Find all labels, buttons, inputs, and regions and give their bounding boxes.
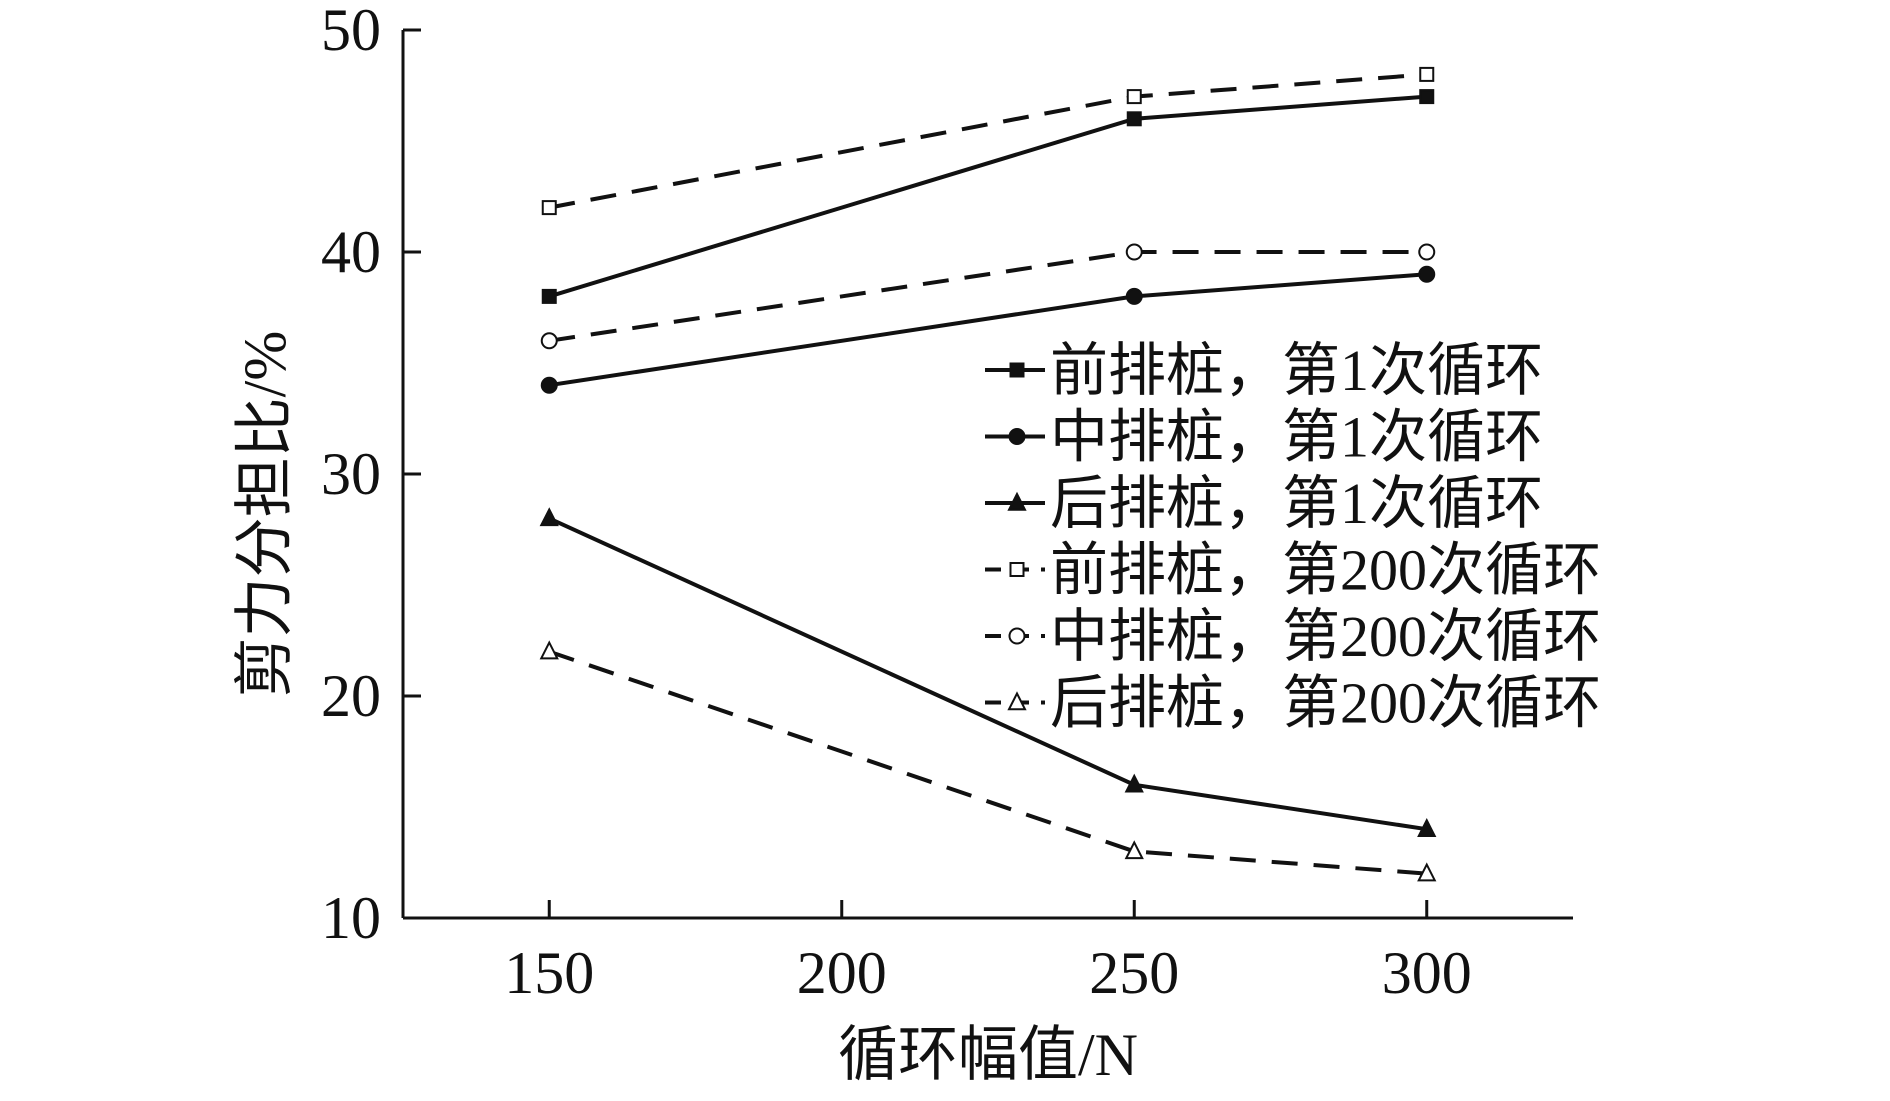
legend-marker	[1009, 362, 1025, 378]
legend-item: 前排桩，第200次循环	[985, 538, 1601, 603]
data-point	[1126, 111, 1142, 127]
series-line	[548, 94, 1427, 299]
series-line	[548, 250, 1427, 343]
y-tick-label: 40	[321, 219, 381, 285]
axes: 10 20 30 40 50 150 200 250 300	[321, 0, 1573, 1006]
data-point	[1418, 243, 1436, 261]
series-6	[539, 640, 1437, 882]
series-line	[548, 72, 1427, 210]
legend-marker	[1008, 428, 1026, 445]
legend-marker	[1007, 691, 1027, 711]
legend-label: 中排桩，第1次循环	[1050, 405, 1543, 470]
series-layer	[539, 66, 1437, 882]
legend-label: 前排桩，第200次循环	[1050, 538, 1601, 603]
legend-marker	[1007, 491, 1027, 511]
series-4	[541, 66, 1435, 216]
data-point	[1124, 840, 1144, 860]
series-3	[539, 507, 1437, 837]
data-point	[1419, 66, 1435, 82]
data-point	[1126, 89, 1142, 105]
legend-marker	[1009, 562, 1025, 577]
series-2	[540, 265, 1436, 394]
data-point	[539, 640, 559, 660]
legend-item: 中排桩，第1次循环	[985, 405, 1543, 470]
legend-marker	[1008, 627, 1026, 645]
data-point	[1418, 265, 1436, 283]
data-point	[1125, 287, 1143, 305]
y-tick-label: 50	[321, 0, 381, 63]
legend-item: 后排桩，第200次循环	[985, 671, 1601, 736]
data-point	[1417, 862, 1437, 882]
x-axis-label: 循环幅值/N	[838, 1022, 1138, 1088]
legend-item: 中排桩，第200次循环	[985, 604, 1601, 669]
data-point	[541, 288, 557, 304]
x-tick-label: 250	[1089, 940, 1179, 1006]
legend-label: 前排桩，第1次循环	[1050, 338, 1543, 403]
legend-item: 前排桩，第1次循环	[985, 338, 1543, 403]
series-5	[540, 243, 1436, 350]
data-point	[540, 376, 558, 394]
data-point	[1419, 89, 1435, 105]
y-axis-label: 剪力分担比/%	[232, 331, 298, 698]
x-tick-label: 300	[1382, 940, 1472, 1006]
legend-label: 后排桩，第200次循环	[1050, 671, 1601, 736]
y-tick-label: 20	[321, 663, 381, 729]
data-point	[540, 332, 558, 350]
data-point	[1417, 817, 1437, 837]
y-tick-label: 30	[321, 441, 381, 507]
data-point	[541, 200, 557, 216]
data-point	[1124, 773, 1144, 793]
x-tick-label: 200	[797, 940, 887, 1006]
series-line	[548, 649, 1427, 876]
legend: 前排桩，第1次循环中排桩，第1次循环后排桩，第1次循环前排桩，第200次循环中排…	[985, 338, 1601, 736]
data-point	[539, 507, 559, 527]
x-tick-label: 150	[504, 940, 594, 1006]
series-1	[541, 89, 1435, 304]
y-tick-label: 10	[321, 885, 381, 951]
legend-label: 中排桩，第200次循环	[1050, 604, 1601, 669]
data-point	[1125, 243, 1143, 261]
legend-item: 后排桩，第1次循环	[985, 471, 1543, 536]
legend-label: 后排桩，第1次循环	[1050, 471, 1543, 536]
